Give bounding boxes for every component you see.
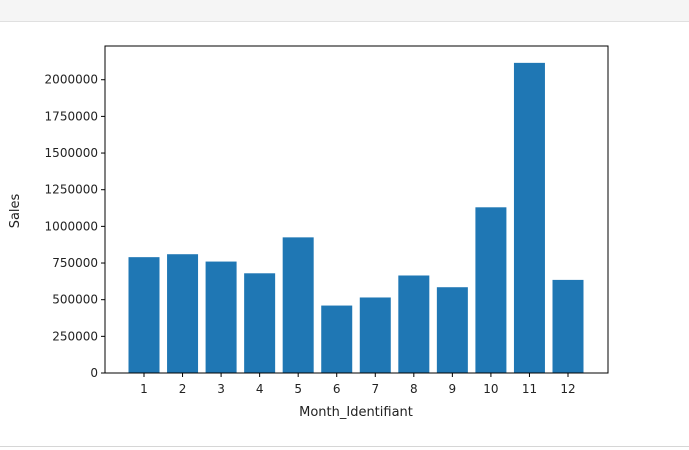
- bar-month-7: [359, 297, 391, 373]
- x-tick-label: 5: [294, 382, 302, 396]
- bar-month-2: [167, 254, 199, 373]
- x-tick-label: 11: [522, 382, 537, 396]
- bar-month-6: [321, 305, 353, 373]
- x-tick-label: 9: [449, 382, 457, 396]
- x-tick-label: 3: [217, 382, 225, 396]
- bar-month-11: [513, 62, 545, 374]
- bar-month-10: [475, 207, 507, 373]
- y-tick-label: 0: [90, 366, 98, 380]
- cell-top-strip: [0, 0, 689, 22]
- y-tick-label: 1750000: [45, 109, 98, 123]
- bar-month-1: [128, 257, 160, 373]
- bar-month-3: [205, 261, 237, 373]
- plot-frame: [104, 45, 609, 374]
- x-tick-label: 4: [256, 382, 264, 396]
- y-tick-label: 500000: [52, 293, 98, 307]
- cell-bottom-rule: [0, 446, 689, 447]
- x-tick-label: 8: [410, 382, 418, 396]
- y-tick-label: 1000000: [45, 219, 98, 233]
- x-axis-label: Month_Identifiant: [299, 405, 413, 420]
- bar-month-9: [436, 287, 468, 373]
- x-axis-ticks: 1 2 3 4 5 6 7 8 9 10 11 12: [140, 373, 576, 396]
- x-tick-label: 7: [371, 382, 379, 396]
- y-tick-label: 1250000: [45, 183, 98, 197]
- bar-month-4: [244, 273, 276, 373]
- y-tick-label: 750000: [52, 256, 98, 270]
- y-axis-ticks: 0 250000 500000 750000 1000000 1250000 1500000…: [45, 73, 105, 380]
- y-axis-label: Sales: [8, 193, 23, 228]
- x-tick-label: 10: [483, 382, 498, 396]
- bar-month-5: [282, 237, 314, 373]
- x-tick-label: 12: [560, 382, 575, 396]
- y-tick-label: 250000: [52, 329, 98, 343]
- y-tick-label: 1500000: [45, 146, 98, 160]
- x-tick-label: 2: [179, 382, 187, 396]
- bars-layer: [128, 62, 584, 374]
- bar-month-12: [552, 279, 584, 373]
- x-tick-label: 6: [333, 382, 341, 396]
- y-tick-label: 2000000: [45, 73, 98, 87]
- bar-month-8: [398, 275, 430, 373]
- x-tick-label: 1: [140, 382, 148, 396]
